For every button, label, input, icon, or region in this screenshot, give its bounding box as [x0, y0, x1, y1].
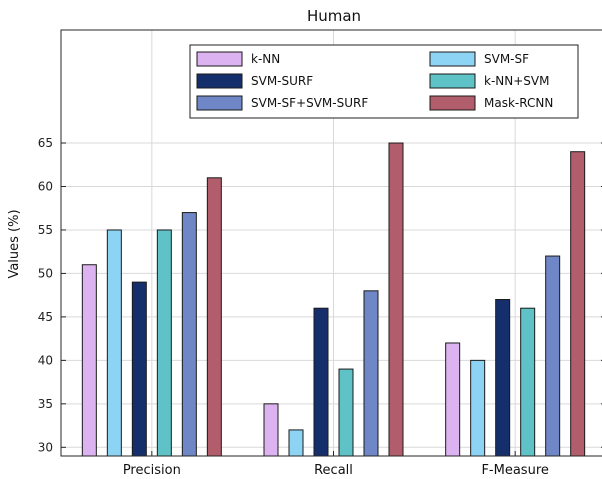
bar-2-2 — [495, 299, 511, 457]
bar-2-1 — [470, 359, 486, 457]
y-axis-label: Values (%) — [7, 209, 22, 278]
legend-swatch-0 — [196, 51, 243, 67]
bar-2-3 — [520, 307, 536, 457]
bar-1-1 — [288, 429, 304, 457]
legend: k-NN SVM-SF SVM-SURF k-NN+SVM SVM-SF+SVM-SUR… — [189, 44, 579, 119]
legend-box — [189, 44, 579, 119]
legend-swatch-1 — [429, 51, 476, 67]
chart-title: Human — [307, 7, 361, 25]
legend-swatch-4 — [196, 95, 243, 111]
bar-0-3 — [156, 229, 172, 457]
bar-0-0 — [81, 264, 97, 457]
bar-0-4 — [181, 212, 197, 457]
bar-0-1 — [106, 229, 122, 457]
bar-1-2 — [313, 307, 329, 457]
legend-label-5: Mask-RCNN — [484, 96, 553, 110]
legend-label-1: SVM-SF — [484, 52, 529, 66]
bar-1-0 — [263, 403, 279, 457]
x-tick-label-1: Recall — [314, 463, 353, 478]
y-ticks: 30 35 40 45 50 55 60 65 — [38, 136, 602, 454]
legend-label-0: k-NN — [251, 52, 280, 66]
bar-0-2 — [131, 281, 147, 457]
legend-swatch-3 — [429, 73, 476, 89]
y-tick-label-6: 60 — [38, 179, 53, 193]
legend-label-2: SVM-SURF — [251, 74, 313, 88]
y-tick-label-4: 50 — [38, 266, 53, 280]
legend-label-3: k-NN+SVM — [484, 74, 549, 88]
bar-1-5 — [388, 142, 404, 457]
plot-frame — [60, 29, 602, 457]
y-tick-label-3: 45 — [38, 310, 53, 324]
y-tick-label-5: 55 — [38, 223, 53, 237]
legend-swatch-2 — [196, 73, 243, 89]
y-tick-label-2: 40 — [38, 353, 53, 367]
x-tick-label-2: F-Measure — [481, 463, 548, 478]
legend-label-4: SVM-SF+SVM-SURF — [251, 96, 368, 110]
bar-1-4 — [363, 290, 379, 457]
legend-swatch-5 — [429, 95, 476, 111]
y-tick-label-7: 65 — [38, 136, 53, 150]
y-tick-label-0: 30 — [38, 440, 53, 454]
bar-2-0 — [445, 342, 461, 457]
bar-2-5 — [570, 151, 586, 457]
y-tick-label-1: 35 — [38, 397, 53, 411]
bar-0-5 — [206, 177, 222, 457]
bar-1-3 — [338, 368, 354, 457]
x-tick-label-0: Precision — [123, 463, 181, 478]
bar-2-4 — [545, 255, 561, 457]
x-ticks: Precision Recall F-Measure — [123, 451, 549, 478]
